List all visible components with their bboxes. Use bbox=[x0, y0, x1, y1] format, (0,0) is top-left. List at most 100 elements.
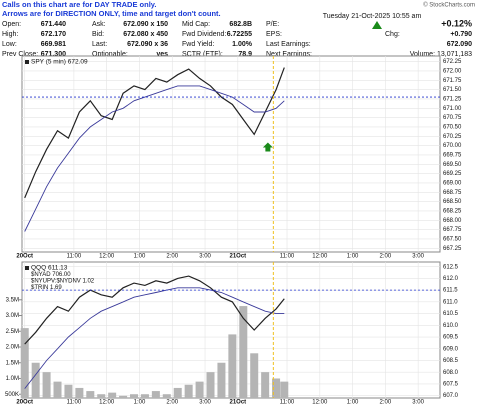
x-tick-label: 2:00 bbox=[380, 254, 392, 260]
x-tick-label: 2:00 bbox=[380, 400, 392, 406]
notice-box bbox=[0, 0, 300, 20]
indicator-label: $NYAD 706.00 bbox=[31, 272, 71, 278]
x-tick-label: 1:00 bbox=[347, 254, 359, 260]
x-tick-label: 2:00 bbox=[166, 254, 178, 260]
y-tick-label: 609.5 bbox=[443, 335, 459, 341]
y-tick-label: 670.25 bbox=[443, 134, 462, 140]
quote-value: 672.170 bbox=[41, 31, 66, 38]
quote-label: SCTR (ETF): bbox=[182, 51, 223, 58]
price-line bbox=[24, 275, 285, 345]
quote-value: 672.090 x 150 bbox=[123, 21, 168, 28]
date: Tuesday 21-Oct-2025 10:55 am bbox=[323, 13, 422, 20]
legend-entry: SPY (5 min) 672.09 bbox=[31, 59, 88, 66]
x-tick-label: 20Oct bbox=[16, 400, 33, 406]
y-tick-label: 670.75 bbox=[443, 115, 462, 121]
legend-entry: QQQ 611.13 bbox=[31, 265, 68, 272]
volume-bar bbox=[239, 306, 248, 398]
x-tick-label: 12:00 bbox=[312, 254, 328, 260]
y-tick-label: 612.0 bbox=[443, 276, 459, 282]
volume-bar bbox=[206, 372, 215, 398]
x-tick-label: 12:00 bbox=[99, 400, 115, 406]
y2-tick-label: 1.5M bbox=[6, 360, 19, 366]
notice: Arrows are for DIRECTION ONLY, time and … bbox=[2, 9, 221, 18]
y-tick-label: 611.0 bbox=[443, 299, 458, 305]
up-icon bbox=[372, 21, 382, 29]
indicator-label: $TRIN 1.69 bbox=[31, 285, 62, 291]
quote-label: EPS: bbox=[266, 31, 282, 38]
y-tick-label: 611.5 bbox=[443, 288, 458, 294]
direction-arrow bbox=[262, 142, 273, 152]
y-tick-label: 671.50 bbox=[443, 87, 462, 93]
quote-label: Mid Cap: bbox=[182, 21, 210, 28]
average-line bbox=[24, 287, 285, 389]
volume-bar bbox=[86, 391, 95, 398]
volume-bar bbox=[162, 394, 171, 398]
x-tick-label: 1:00 bbox=[347, 400, 359, 406]
indicator-label: $NYUPV:$NYDNV 1.02 bbox=[31, 279, 95, 285]
x-tick-label: 20Oct bbox=[16, 254, 33, 260]
quote-value: 1.00% bbox=[232, 41, 253, 48]
volume-bar bbox=[250, 353, 259, 398]
plot-area bbox=[21, 55, 441, 253]
y-tick-label: 668.00 bbox=[443, 218, 462, 224]
y-tick-label: 669.75 bbox=[443, 153, 462, 159]
volume-bar bbox=[261, 372, 270, 398]
volume-bar bbox=[119, 395, 128, 398]
y-tick-label: 612.5 bbox=[443, 264, 459, 270]
y-tick-label: 610.5 bbox=[443, 311, 459, 317]
volume-bar bbox=[31, 362, 40, 398]
volume-bar bbox=[280, 381, 289, 398]
quote-value: yes bbox=[156, 51, 168, 58]
y-tick-label: 610.0 bbox=[443, 323, 459, 329]
quote-value: 78.9 bbox=[238, 51, 252, 58]
quote-label: Low: bbox=[2, 41, 17, 48]
y-tick-label: 671.25 bbox=[443, 97, 462, 103]
quote-value: 672.080 x 450 bbox=[123, 31, 168, 38]
y-tick-label: 608.0 bbox=[443, 370, 459, 376]
volume-bar bbox=[20, 328, 29, 398]
y-tick-label: 669.25 bbox=[443, 171, 462, 177]
y-tick-label: 671.00 bbox=[443, 106, 462, 112]
volume-bar bbox=[173, 387, 182, 398]
y-tick-label: 672.00 bbox=[443, 69, 462, 75]
volume-bar bbox=[64, 384, 73, 398]
x-tick-label: 11:00 bbox=[67, 254, 82, 260]
y-tick-label: 671.75 bbox=[443, 78, 462, 84]
chg-pct: +0.12% bbox=[441, 18, 472, 28]
volume-bar bbox=[97, 394, 106, 398]
y2-tick-label: 3.5M bbox=[6, 297, 19, 303]
legend-swatch bbox=[25, 266, 29, 270]
quote-label: Last: bbox=[92, 41, 107, 48]
x-tick-label: 12:00 bbox=[312, 400, 328, 406]
quote-label: Optionable: bbox=[92, 51, 128, 58]
y-tick-label: 607.0 bbox=[443, 393, 459, 399]
x-tick-label: 11:00 bbox=[280, 400, 295, 406]
y2-tick-label: 500K bbox=[5, 392, 19, 398]
volume-bar bbox=[217, 362, 226, 398]
x-tick-label: 3:00 bbox=[412, 400, 424, 406]
notice: Calls on this chart are for DAY TRADE on… bbox=[2, 0, 156, 9]
quote-label: Last Earnings: bbox=[266, 41, 311, 48]
quote-label: Open: bbox=[2, 21, 21, 28]
quote-label: High: bbox=[2, 31, 18, 38]
price-line bbox=[24, 67, 285, 199]
y-tick-label: 672.25 bbox=[443, 59, 462, 65]
legend-swatch bbox=[25, 60, 29, 64]
x-tick-label: 1:00 bbox=[134, 400, 146, 406]
y-tick-label: 607.5 bbox=[443, 382, 459, 388]
x-tick-label: 21Oct bbox=[229, 254, 246, 260]
quote-value: 671.440 bbox=[41, 21, 66, 28]
quote-label: Prev Close: bbox=[2, 51, 38, 58]
x-tick-label: 3:00 bbox=[199, 400, 211, 406]
y-tick-label: 670.50 bbox=[443, 125, 462, 131]
y-tick-label: 608.5 bbox=[443, 358, 459, 364]
y2-tick-label: 2.5M bbox=[6, 329, 19, 335]
y-tick-label: 609.0 bbox=[443, 346, 459, 352]
y-tick-label: 668.25 bbox=[443, 209, 462, 215]
y2-tick-label: 2.0M bbox=[6, 345, 19, 351]
y-tick-label: 670.00 bbox=[443, 143, 462, 149]
quote-value: 671.300 bbox=[41, 51, 66, 58]
volume-bar bbox=[228, 334, 237, 398]
volume-bar bbox=[108, 392, 117, 398]
quote-label: Ask: bbox=[92, 21, 106, 28]
